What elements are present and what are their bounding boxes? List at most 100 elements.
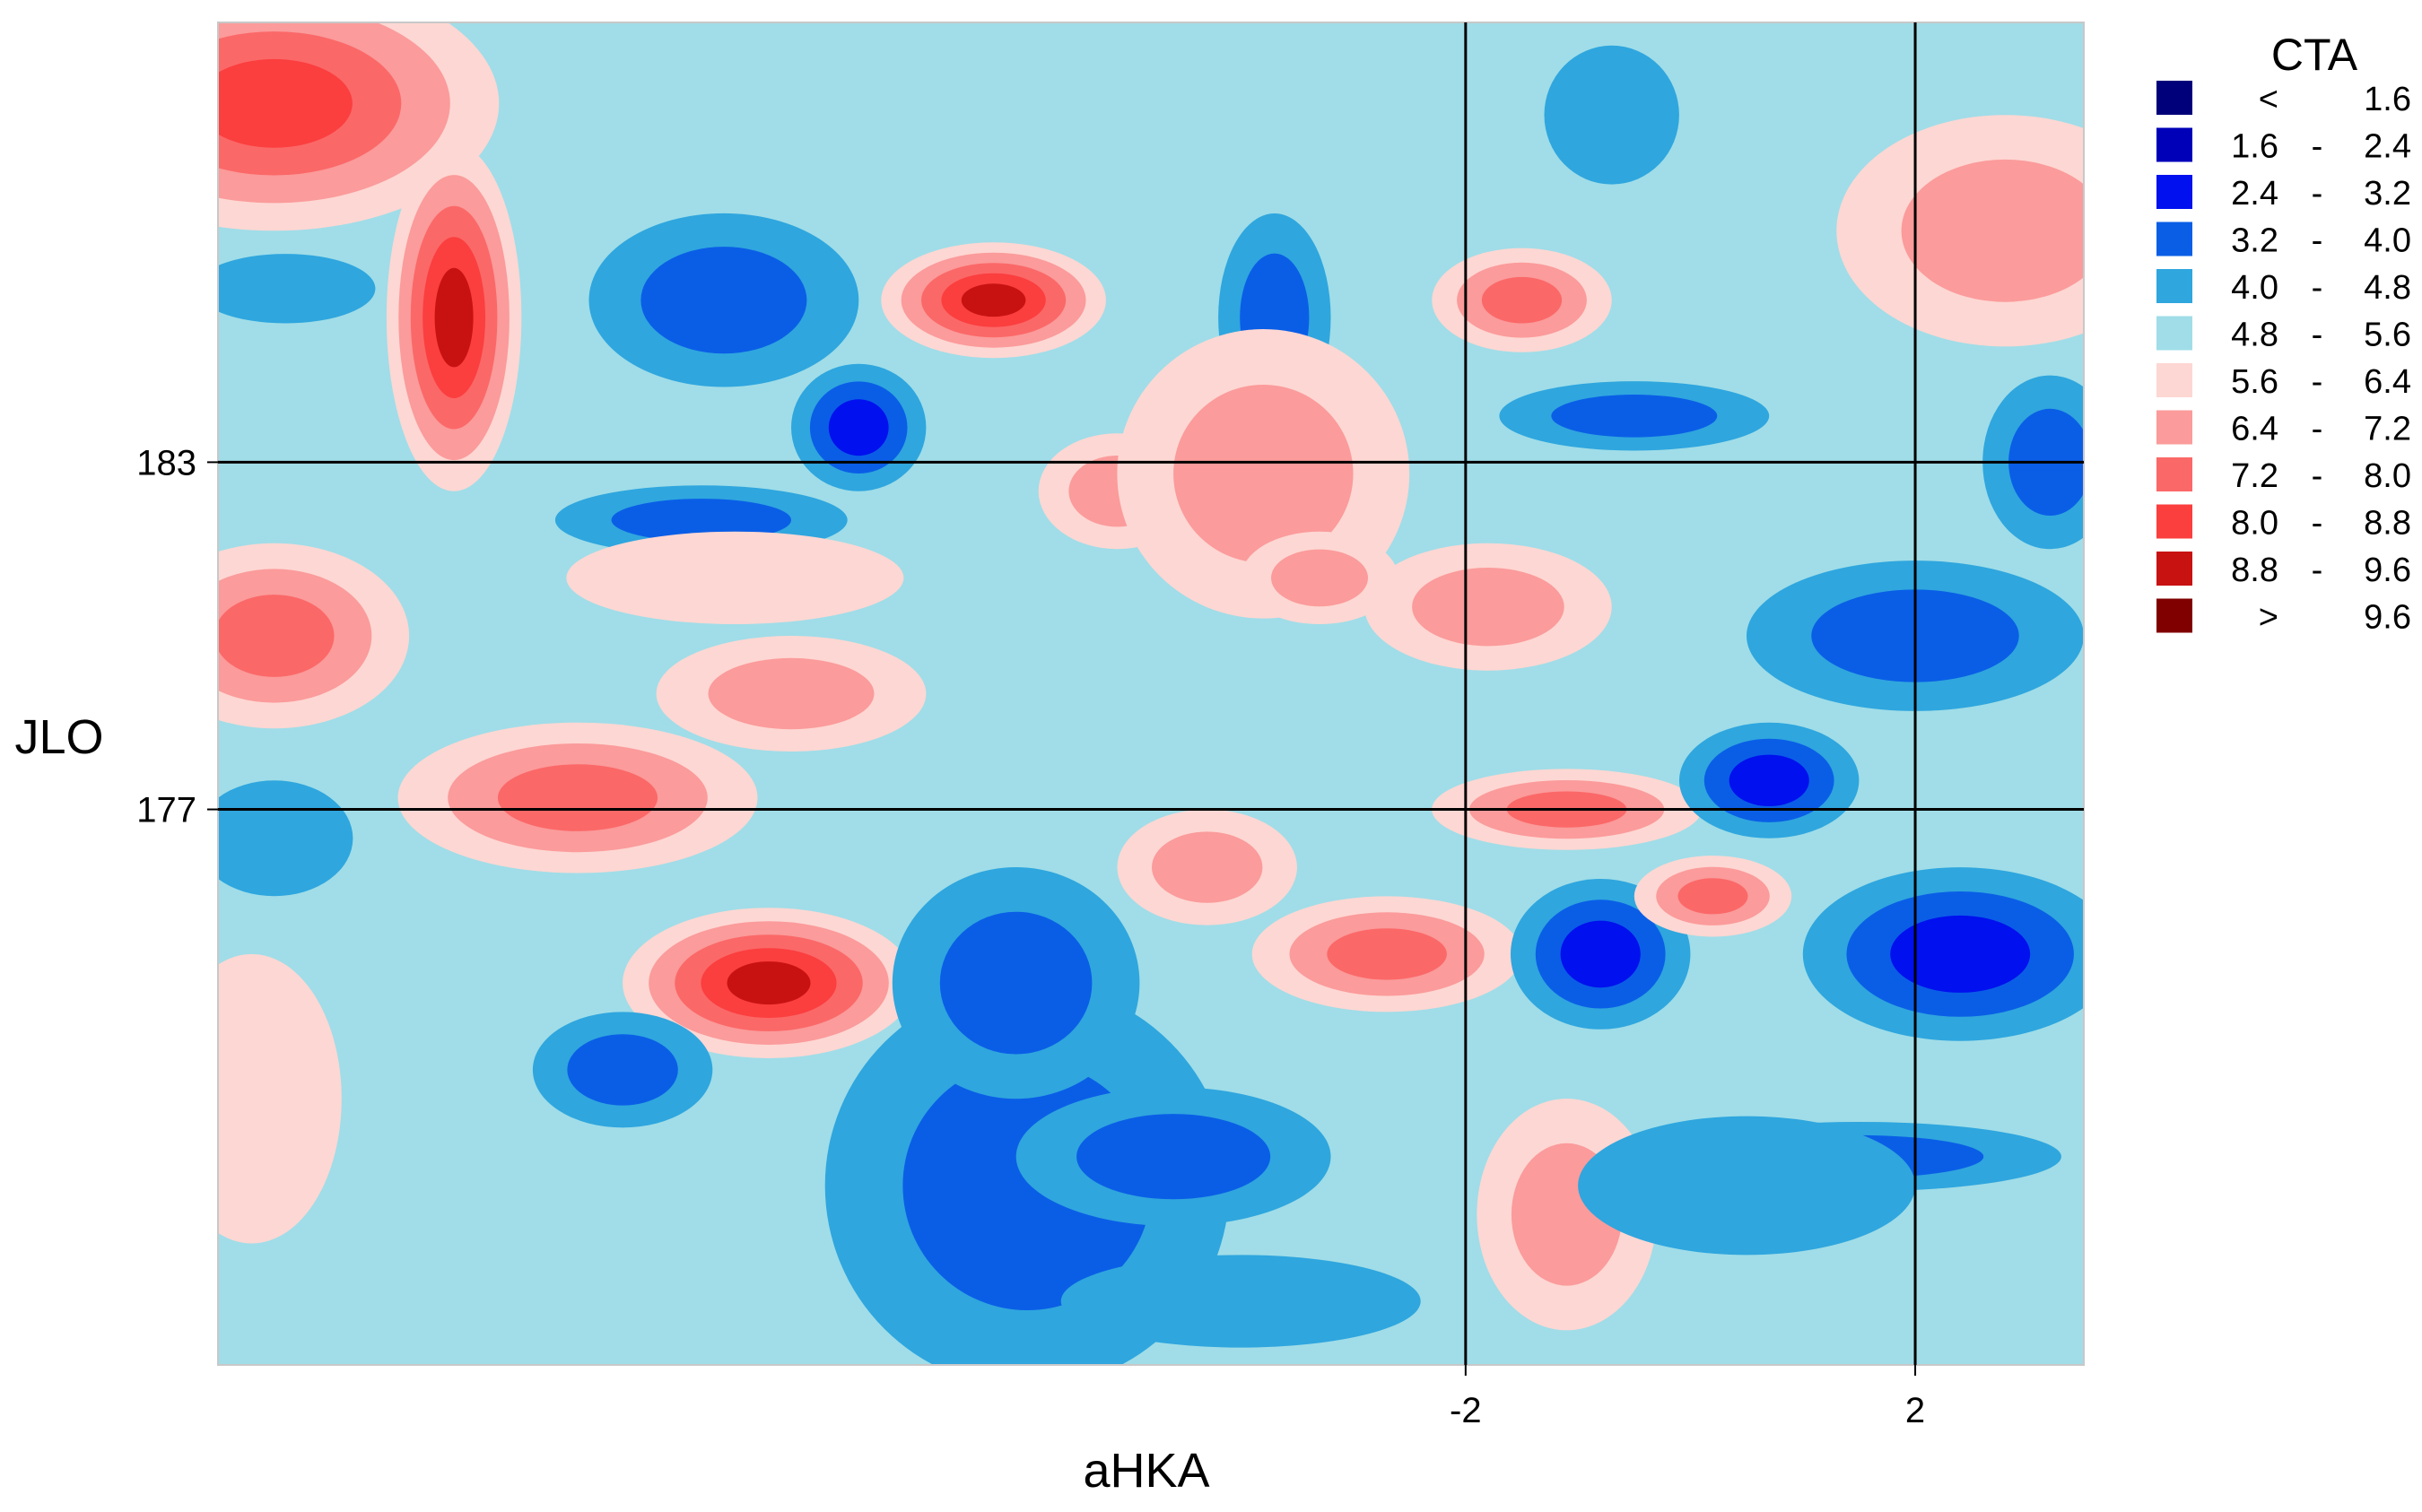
legend-separator: - bbox=[2312, 457, 2323, 495]
contour-region bbox=[1117, 809, 1297, 925]
legend-separator: - bbox=[2312, 128, 2323, 166]
legend-low: 7.2 bbox=[2231, 457, 2278, 495]
legend-high: 8.8 bbox=[2364, 505, 2411, 543]
contour-region bbox=[623, 908, 915, 1058]
legend-item: 4.8- 5.6 bbox=[2156, 316, 2411, 354]
legend-swatch bbox=[2156, 175, 2192, 209]
contour-band bbox=[1327, 928, 1447, 980]
legend: CTA <1.61.6-2.42.4-3.23.2-4.04.0-4.84.8-… bbox=[2156, 30, 2411, 637]
contour-field bbox=[218, 22, 2084, 1365]
legend-swatch bbox=[2156, 222, 2192, 256]
contour-band bbox=[640, 247, 807, 354]
legend-separator: - bbox=[2312, 363, 2323, 401]
contour-region bbox=[1836, 115, 2084, 347]
legend-item: 5.6- 6.4 bbox=[2156, 363, 2411, 401]
contour-region bbox=[1679, 722, 1860, 839]
legend-items: <1.61.6-2.42.4-3.23.2-4.04.0-4.84.8-5.65… bbox=[2156, 81, 2411, 637]
contour-band bbox=[566, 531, 904, 625]
x-tick-label: -2 bbox=[1450, 1391, 1482, 1430]
contour-band bbox=[939, 911, 1093, 1055]
legend-separator: - bbox=[2312, 269, 2323, 307]
contour-band bbox=[828, 399, 889, 456]
legend-low: 6.4 bbox=[2231, 411, 2278, 448]
contour-region bbox=[656, 636, 927, 752]
legend-low: 3.2 bbox=[2231, 222, 2278, 260]
contour-band bbox=[497, 764, 658, 831]
legend-item: >9.6 bbox=[2156, 598, 2411, 637]
contour-region bbox=[218, 254, 376, 324]
legend-low: 4.0 bbox=[2231, 269, 2278, 307]
legend-high: 8.0 bbox=[2364, 457, 2411, 495]
legend-separator: - bbox=[2312, 317, 2323, 354]
legend-item: 3.2- 4.0 bbox=[2156, 222, 2411, 260]
legend-high: 3.2 bbox=[2364, 175, 2411, 213]
contour-band bbox=[218, 953, 342, 1244]
legend-high: 9.6 bbox=[2364, 552, 2411, 589]
contour-band bbox=[1412, 568, 1564, 647]
legend-swatch bbox=[2156, 363, 2192, 397]
contour-band bbox=[1076, 1114, 1271, 1200]
contour-band bbox=[727, 961, 811, 1005]
contour-region bbox=[1432, 248, 1612, 352]
contour-band bbox=[1890, 915, 2031, 993]
contour-region bbox=[881, 242, 1106, 359]
contour-region bbox=[1241, 531, 1398, 625]
legend-separator: - bbox=[2312, 222, 2323, 260]
contour-region bbox=[532, 1012, 713, 1128]
y-tick-label: 177 bbox=[136, 791, 196, 830]
contour-region bbox=[218, 780, 353, 897]
legend-low: 8.0 bbox=[2231, 505, 2278, 543]
contour-region bbox=[892, 867, 1140, 1099]
legend-low: < bbox=[2259, 81, 2278, 118]
contour-region bbox=[1015, 1087, 1331, 1227]
contour-band bbox=[611, 499, 791, 542]
contour-band bbox=[1677, 878, 1748, 915]
contour-region bbox=[1060, 1255, 1421, 1348]
legend-swatch bbox=[2156, 598, 2192, 633]
contour-region bbox=[397, 722, 758, 873]
plot-border bbox=[217, 22, 2085, 1366]
contour-band bbox=[1551, 395, 1718, 438]
y-tick-label: 183 bbox=[136, 443, 196, 482]
contour-region bbox=[1578, 1116, 1916, 1256]
contour-region bbox=[791, 363, 927, 491]
contour-band bbox=[1729, 754, 1809, 806]
contour-region bbox=[1544, 45, 1679, 185]
legend-swatch bbox=[2156, 127, 2192, 162]
reference-lines bbox=[218, 22, 2084, 1365]
legend-separator: - bbox=[2312, 411, 2323, 448]
contour-band bbox=[1544, 45, 1679, 185]
legend-item: 2.4- 3.2 bbox=[2156, 175, 2411, 213]
contour-region bbox=[1634, 856, 1792, 937]
contour-region bbox=[1364, 543, 1612, 671]
contour-band bbox=[961, 283, 1026, 317]
contour-band bbox=[1271, 549, 1368, 607]
legend-high: 9.6 bbox=[2364, 599, 2411, 637]
y-axis-title: JLO bbox=[14, 710, 103, 764]
x-tick-label: 2 bbox=[1905, 1391, 1925, 1430]
legend-swatch bbox=[2156, 81, 2192, 115]
legend-swatch bbox=[2156, 269, 2192, 303]
contour-region bbox=[218, 953, 342, 1244]
contour-band bbox=[1173, 385, 1354, 563]
contour-band bbox=[567, 1034, 678, 1106]
legend-title: CTA bbox=[2271, 30, 2358, 80]
legend-swatch bbox=[2156, 316, 2192, 351]
contour-band bbox=[1152, 831, 1263, 903]
y-axis-ticks: 177 183 bbox=[136, 443, 218, 830]
legend-high: 6.4 bbox=[2364, 363, 2411, 401]
legend-item: 1.6- 2.4 bbox=[2156, 127, 2411, 166]
contour-region bbox=[1499, 381, 1770, 451]
x-axis-ticks: -2 2 bbox=[1450, 1365, 1925, 1430]
legend-low: 5.6 bbox=[2231, 363, 2278, 401]
legend-low: 8.8 bbox=[2231, 552, 2278, 589]
plot-area bbox=[217, 22, 2085, 1366]
contour-band bbox=[218, 780, 353, 897]
legend-low: 2.4 bbox=[2231, 175, 2278, 213]
legend-low: 1.6 bbox=[2231, 128, 2278, 166]
legend-item: 8.0- 8.8 bbox=[2156, 504, 2411, 543]
contour-band bbox=[1060, 1255, 1421, 1348]
legend-separator: - bbox=[2312, 175, 2323, 213]
legend-item: 4.0- 4.8 bbox=[2156, 269, 2411, 307]
